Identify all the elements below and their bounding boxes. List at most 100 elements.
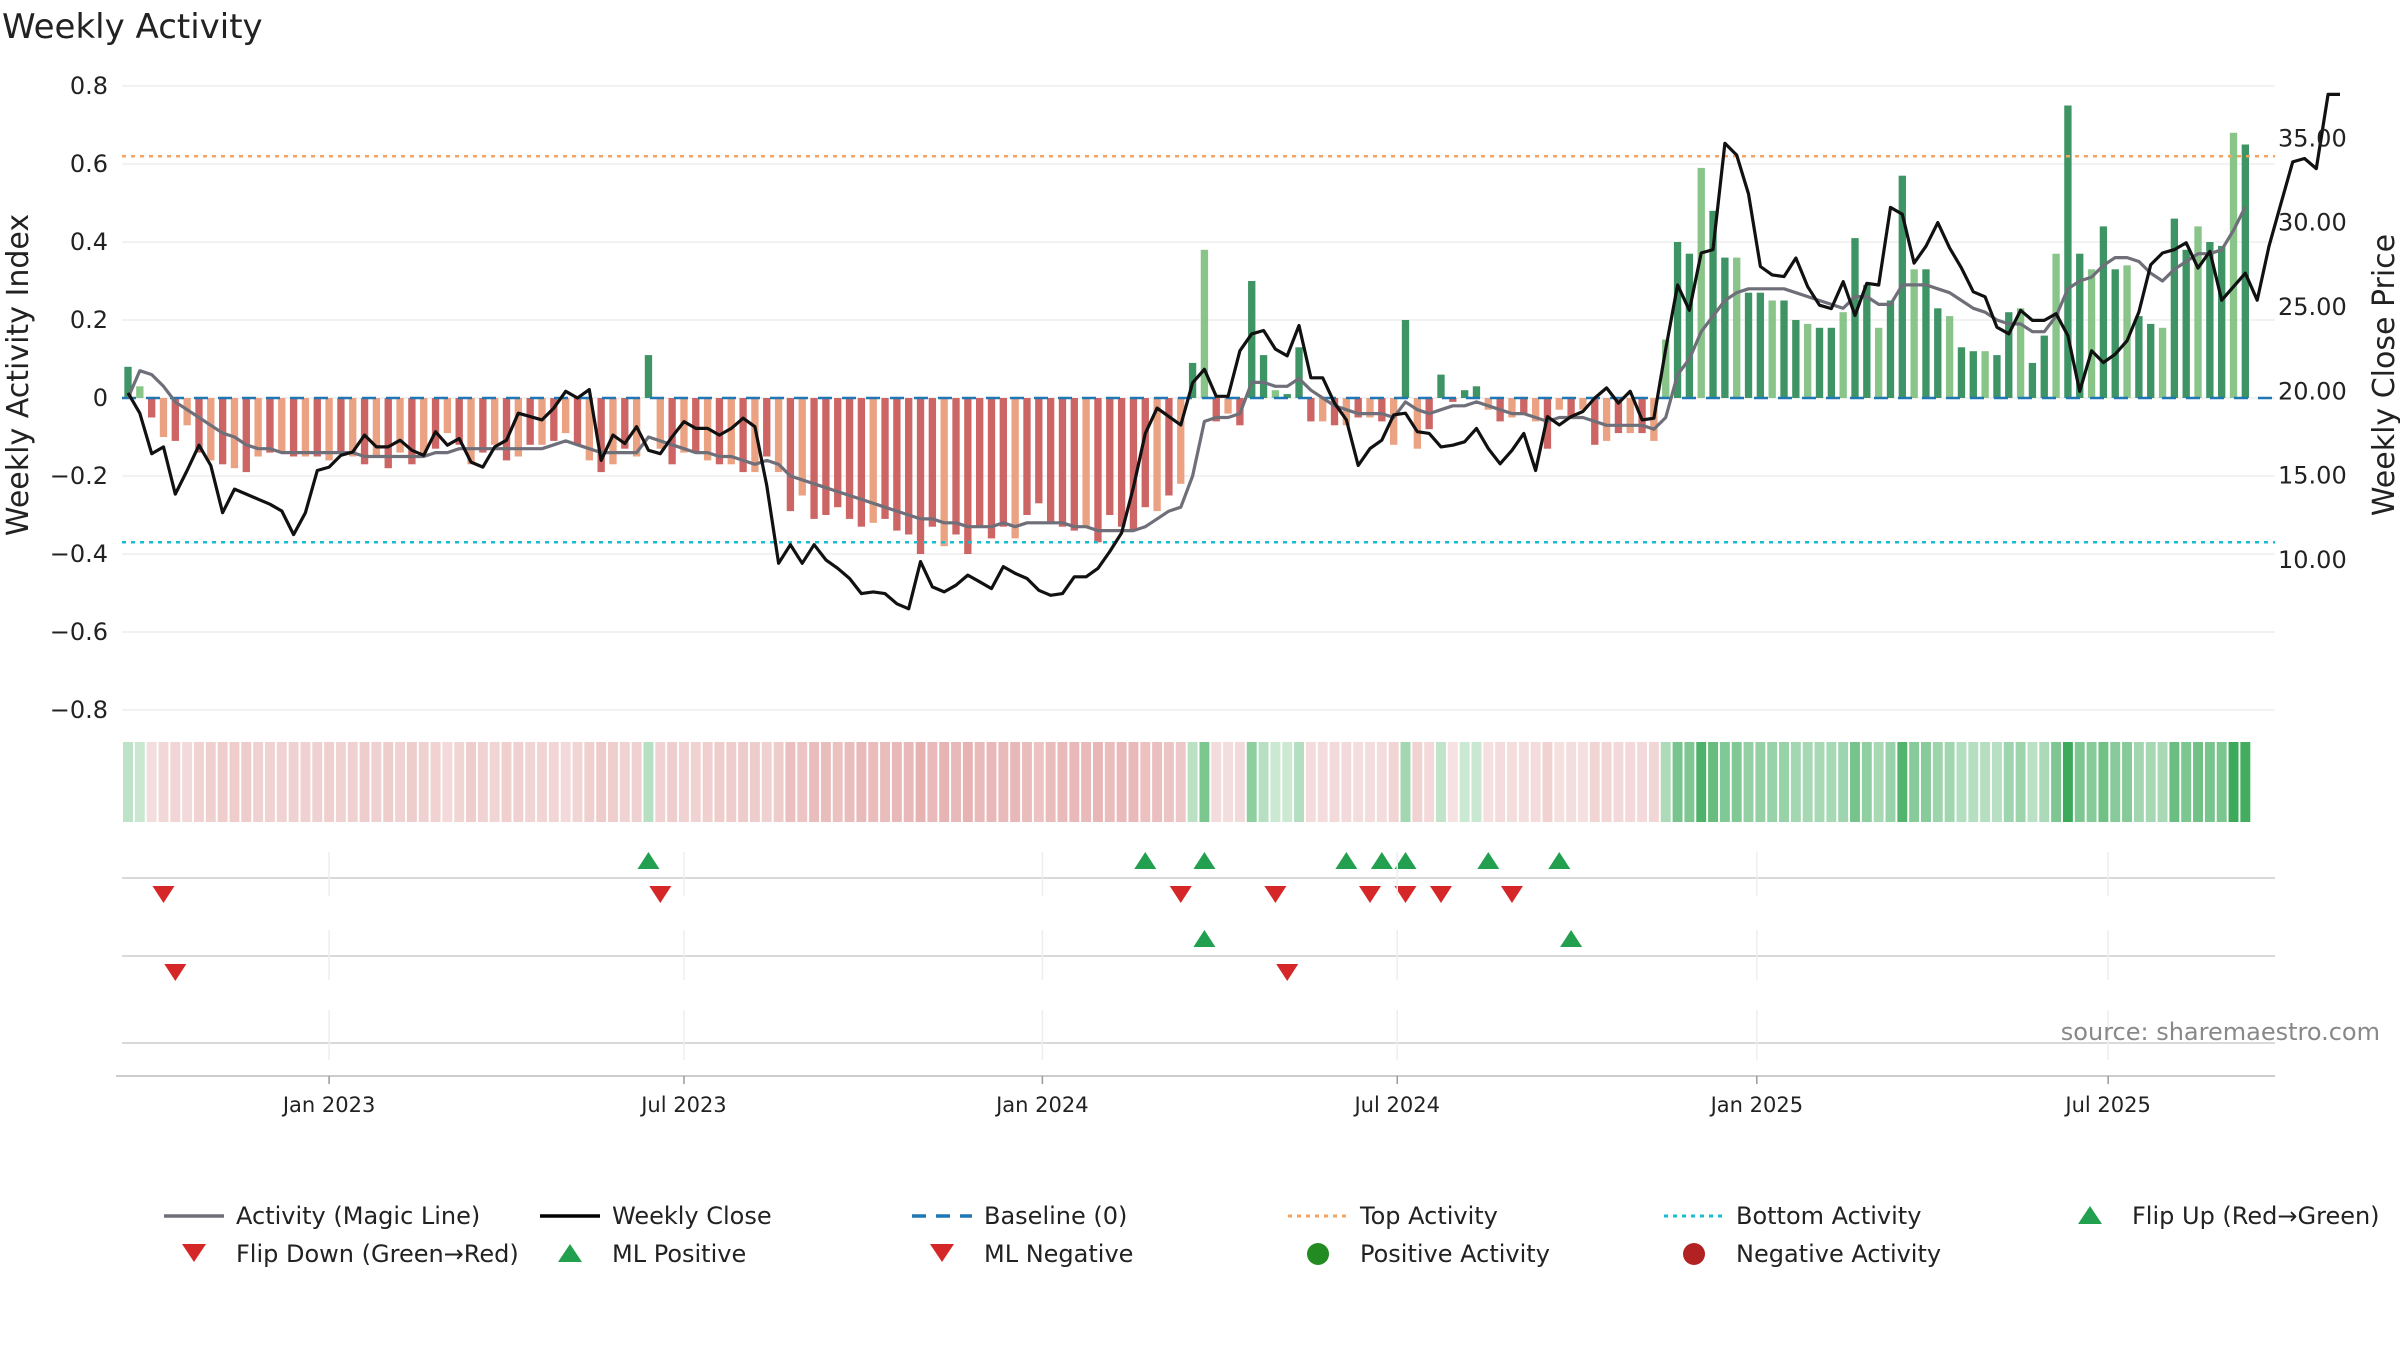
heat-cell	[1459, 742, 1470, 822]
heat-cell	[300, 742, 311, 822]
activity-bar	[1993, 355, 2001, 398]
heat-cell	[359, 742, 370, 822]
activity-bar	[1035, 398, 1043, 504]
activity-bar	[1390, 398, 1398, 445]
heat-cell	[678, 742, 689, 822]
activity-bar	[1756, 292, 1765, 398]
heat-cell	[217, 742, 228, 822]
legend-swatch	[182, 1244, 206, 1262]
legend-swatch	[2078, 1206, 2102, 1224]
heat-cell	[880, 742, 891, 822]
activity-bar	[621, 398, 629, 449]
flip-down-marker	[1394, 886, 1417, 903]
activity-bar	[1177, 398, 1185, 484]
heat-cell	[170, 742, 181, 822]
activity-bar	[1520, 398, 1528, 414]
activity-bar	[1697, 167, 1705, 398]
activity-bar	[1886, 300, 1895, 398]
activity-bar	[1023, 398, 1031, 515]
heat-cell	[2204, 742, 2215, 822]
activity-bar	[1129, 398, 1138, 531]
heat-cell	[749, 742, 760, 822]
activity-heat-strip	[123, 742, 2251, 822]
heat-cell	[1447, 742, 1458, 822]
heat-cell	[1246, 742, 1257, 822]
activity-bar	[1662, 339, 1670, 398]
heat-cell	[1719, 742, 1730, 822]
activity-bar	[810, 398, 818, 519]
heat-cell	[1660, 742, 1671, 822]
ml-positive-marker	[1193, 930, 1216, 947]
activity-bar	[881, 398, 889, 519]
heat-cell	[726, 742, 737, 822]
heat-cell	[1163, 742, 1174, 822]
magic-line	[126, 206, 2247, 533]
activity-bar	[1508, 398, 1516, 418]
activity-bar	[183, 398, 191, 426]
activity-bar	[1058, 398, 1067, 527]
left-tick-label: 0.8	[70, 72, 108, 100]
right-tick-label: 35.00	[2278, 124, 2347, 152]
heat-cell	[1826, 742, 1837, 822]
activity-bar	[1366, 398, 1374, 418]
activity-bar	[325, 398, 333, 461]
activity-bar	[1200, 249, 1209, 398]
heat-cell	[1116, 742, 1127, 822]
flip-down-marker	[1169, 886, 1192, 903]
heat-cell	[1140, 742, 1151, 822]
heat-cell	[667, 742, 678, 822]
series-lines	[126, 92, 2340, 611]
flip-down-marker	[1264, 886, 1287, 903]
heat-cell	[1779, 742, 1789, 822]
activity-bar	[1295, 347, 1303, 398]
activity-bar	[1437, 374, 1445, 398]
heat-cell	[2145, 742, 2156, 822]
activity-bar	[455, 398, 463, 445]
activity-bar	[479, 398, 487, 453]
activity-bar	[467, 398, 475, 465]
left-tick-label: 0	[93, 384, 108, 412]
activity-bar	[561, 398, 570, 434]
heat-cell	[1991, 742, 2002, 822]
legend-swatch	[930, 1244, 954, 1262]
heat-cell	[1755, 742, 1766, 822]
legend-item: Weekly Close	[540, 1202, 772, 1230]
activity-bar	[159, 398, 168, 437]
heat-cell	[2169, 742, 2180, 822]
activity-bar	[1354, 398, 1362, 418]
left-tick-label: 0.2	[70, 306, 108, 334]
heat-cell	[2074, 742, 2085, 822]
activity-bar	[1307, 398, 1315, 422]
activity-bar	[2064, 105, 2072, 398]
heat-cell	[1696, 742, 1707, 822]
heat-cell	[134, 742, 145, 822]
right-tick-label: 20.00	[2278, 377, 2347, 405]
heat-cell	[371, 742, 382, 822]
legend-label: ML Negative	[984, 1240, 1133, 1268]
heat-cell	[891, 742, 902, 822]
chart-title: Weekly Activity	[2, 7, 263, 47]
heat-cell	[2027, 742, 2038, 822]
flip-up-marker	[1394, 852, 1417, 869]
heat-cell	[276, 742, 287, 822]
legend-swatch	[1307, 1243, 1329, 1265]
x-tick-label: Jul 2023	[639, 1093, 726, 1117]
heat-cell	[785, 742, 796, 822]
source-note: source: sharemaestro.com	[2061, 1018, 2380, 1046]
legend-label: Positive Activity	[1360, 1240, 1550, 1268]
x-tick-label: Jan 2025	[1709, 1093, 1804, 1117]
heat-cell	[1223, 742, 1234, 822]
heat-cell	[608, 742, 618, 822]
activity-bar	[1259, 355, 1268, 398]
activity-bar	[502, 398, 511, 461]
activity-bar	[2218, 245, 2226, 398]
flip-up-marker	[1193, 852, 1216, 869]
heat-cell	[1187, 742, 1198, 822]
heat-cell	[1625, 742, 1636, 822]
x-tick-label: Jan 2023	[281, 1093, 376, 1117]
heat-cell	[466, 742, 477, 822]
activity-bar	[420, 398, 428, 457]
activity-bar	[834, 398, 842, 508]
activity-bar	[1863, 284, 1871, 398]
activity-bar	[916, 398, 925, 554]
